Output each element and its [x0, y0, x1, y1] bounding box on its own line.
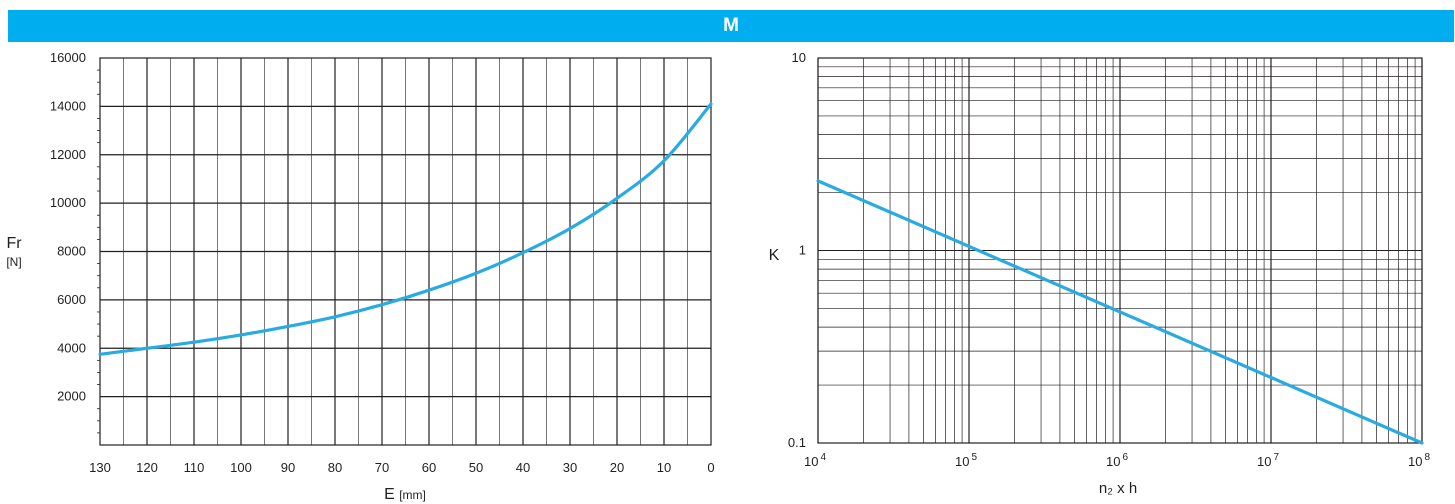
y-tick-label: 10000: [50, 195, 86, 210]
chart-k-factor-vs-cycles: 0.1 1 10 10 4 10 5 10 6 10 7 10 8 n₂ x h K: [769, 50, 1431, 497]
x-tick-label: 20: [610, 460, 624, 475]
y-tick-label: 4000: [57, 340, 86, 355]
x-tick-label: 130: [89, 460, 111, 475]
y-tick-label: 0.1: [788, 435, 806, 450]
data-series-line: [98, 102, 713, 356]
x-tick-label: 10: [657, 460, 671, 475]
x-tick-label: 10 4: [804, 452, 826, 469]
x-tick-label: 10 6: [1106, 452, 1128, 469]
data-series-line: [816, 179, 1424, 445]
x-tick-label: 110: [184, 460, 205, 475]
y-tick-label: 16000: [50, 50, 86, 65]
x-tick-label: 60: [422, 460, 436, 475]
y-tick-label: 1: [799, 243, 806, 258]
x-tick-label: 10 8: [1408, 452, 1430, 469]
x-tick-label: 50: [469, 460, 483, 475]
y-axis-label: K: [769, 247, 780, 264]
y-tick-label: 2000: [57, 389, 86, 404]
x-tick-label: 30: [563, 460, 577, 475]
chart-header-banner: M: [8, 10, 1454, 42]
x-tick-label: 90: [281, 460, 295, 475]
x-tick-label: 120: [136, 460, 158, 475]
y-tick-label: 14000: [50, 98, 86, 113]
x-tick-label: 0: [707, 460, 714, 475]
x-axis-label: n₂ x h: [1099, 480, 1137, 497]
x-tick-label: 100: [230, 460, 252, 475]
x-tick-label: 10 5: [955, 452, 977, 469]
x-tick-label: 10 7: [1257, 452, 1279, 469]
x-tick-label: 80: [328, 460, 342, 475]
x-tick-label: 70: [375, 460, 389, 475]
y-axis-unit: [N]: [6, 255, 21, 269]
y-tick-label: 8000: [57, 244, 86, 259]
y-tick-label: 10: [792, 50, 806, 65]
plot-frame: [817, 57, 1423, 444]
x-tick-label: 40: [516, 460, 530, 475]
y-tick-label: 6000: [57, 292, 86, 307]
x-axis-label: E [mm]: [384, 486, 426, 503]
y-axis-label: Fr: [6, 235, 22, 252]
header-title: M: [723, 15, 739, 36]
plot-frame: [99, 57, 712, 446]
chart-force-vs-distance: 130 120 110 100 90 80 70 60 50 40 30 20 10 0200040006…: [6, 50, 714, 503]
y-tick-label: 12000: [50, 147, 86, 162]
